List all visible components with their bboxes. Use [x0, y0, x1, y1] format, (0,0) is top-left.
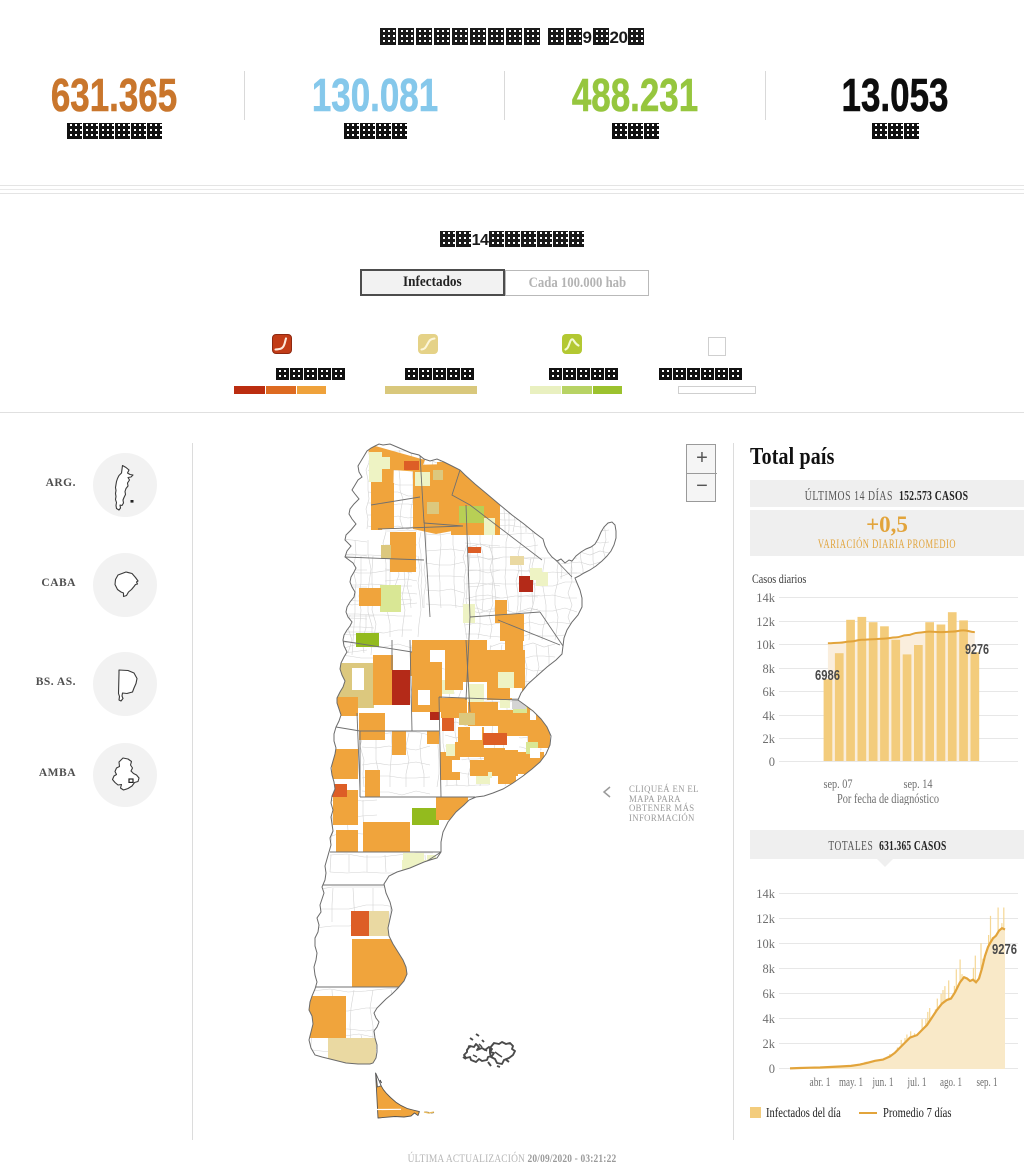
svg-text:ago. 1: ago. 1: [940, 1075, 962, 1089]
svg-text:14k: 14k: [756, 591, 776, 605]
svg-text:2k: 2k: [763, 732, 776, 746]
svg-text:0: 0: [769, 1062, 775, 1076]
svg-text:sep. 1: sep. 1: [977, 1075, 998, 1089]
svg-text:9276: 9276: [965, 641, 989, 658]
svg-text:sep. 14: sep. 14: [904, 777, 934, 791]
svg-text:6986: 6986: [815, 667, 840, 684]
svg-text:10k: 10k: [756, 937, 776, 951]
svg-text:abr. 1: abr. 1: [810, 1075, 831, 1089]
svg-text:0: 0: [769, 755, 775, 769]
svg-text:jul. 1: jul. 1: [907, 1075, 927, 1089]
svg-text:12k: 12k: [756, 615, 776, 629]
svg-text:4k: 4k: [763, 1012, 776, 1026]
svg-text:9276: 9276: [992, 941, 1017, 958]
svg-text:14k: 14k: [756, 887, 776, 901]
svg-text:jun. 1: jun. 1: [872, 1075, 894, 1089]
svg-text:sep. 07: sep. 07: [824, 777, 853, 791]
svg-text:6k: 6k: [763, 987, 776, 1001]
svg-text:10k: 10k: [756, 638, 776, 652]
svg-text:may. 1: may. 1: [839, 1075, 863, 1089]
svg-text:8k: 8k: [763, 962, 776, 976]
svg-text:12k: 12k: [756, 912, 776, 926]
svg-text:6k: 6k: [763, 685, 776, 699]
svg-text:Por fecha de diagnóstico: Por fecha de diagnóstico: [837, 791, 939, 805]
svg-text:8k: 8k: [763, 662, 776, 676]
svg-text:2k: 2k: [763, 1037, 776, 1051]
svg-text:4k: 4k: [763, 709, 776, 723]
